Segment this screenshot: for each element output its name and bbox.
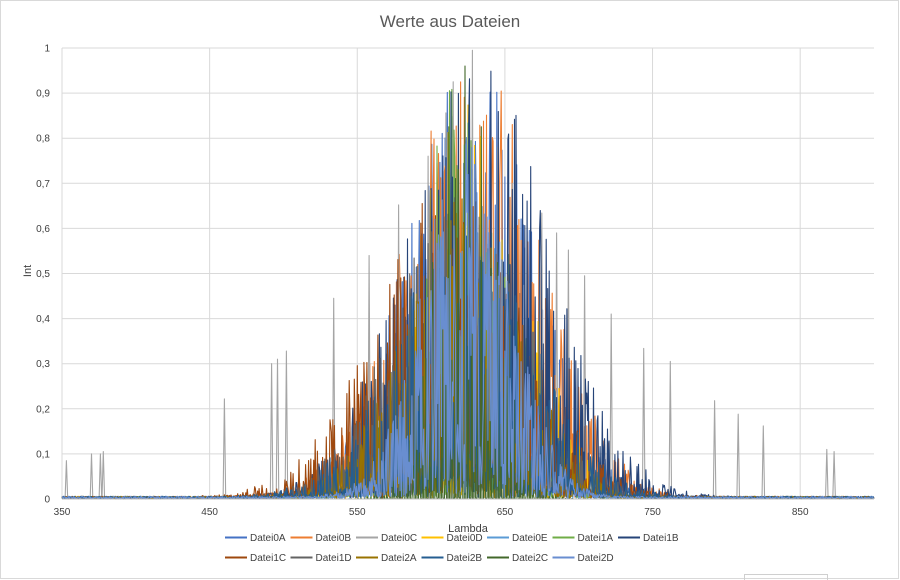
- y-tick-label: 0,3: [36, 359, 50, 370]
- legend-label: Datei2A: [381, 553, 417, 564]
- x-tick-label: 850: [792, 507, 809, 518]
- grid: [61, 47, 874, 499]
- series-Datei0C: [62, 49, 874, 500]
- y-tick-label: 0,9: [36, 89, 50, 100]
- legend-label: Datei2C: [512, 553, 548, 564]
- x-tick-labels: 350 450 550 650 750 850: [54, 507, 809, 518]
- series-group: [61, 49, 875, 500]
- legend-label: Datei0E: [512, 533, 548, 544]
- y-tick-label: 0,2: [36, 404, 50, 415]
- legend-label: Datei1B: [643, 533, 679, 544]
- y-tick-label: 0,7: [36, 179, 50, 190]
- y-tick-label: 0,1: [36, 449, 50, 460]
- legend-label: Datei0C: [381, 533, 417, 544]
- legend-item-Datei1D: Datei1D: [290, 553, 352, 564]
- x-tick-label: 550: [349, 507, 366, 518]
- legend-item-Datei1A: Datei1A: [552, 533, 614, 544]
- legend-item-Datei0A: Datei0A: [225, 533, 286, 544]
- legend-item-Datei2B: Datei2B: [421, 553, 483, 564]
- legend-label: Datei2B: [447, 553, 483, 564]
- chart-title: Werte aus Dateien: [380, 12, 520, 31]
- legend-label: Datei0A: [250, 533, 286, 544]
- x-tick-label: 350: [54, 507, 71, 518]
- y-tick-label: 0,5: [36, 269, 50, 280]
- legend-item-Datei2C: Datei2C: [487, 553, 548, 564]
- legend-item-Datei0E: Datei0E: [487, 533, 548, 544]
- legend-item-Datei1B: Datei1B: [618, 533, 679, 544]
- x-tick-label: 650: [497, 507, 514, 518]
- legend-label: Datei1C: [250, 553, 286, 564]
- series-Datei2D: [61, 137, 875, 500]
- x-tick-label: 450: [201, 507, 218, 518]
- legend-item-Datei0C: Datei0C: [356, 533, 417, 544]
- legend-item-Datei1C: Datei1C: [225, 553, 286, 564]
- y-tick-label: 0: [44, 495, 50, 506]
- legend-label: Datei1D: [316, 553, 352, 564]
- series-line-Datei2D: [61, 137, 875, 500]
- legend-item-Datei0B: Datei0B: [290, 533, 352, 544]
- y-tick-label: 0,4: [36, 314, 50, 325]
- legend: Datei0A Datei0B Datei0C Datei0D Datei0E Datei…: [225, 533, 679, 564]
- series-line-Datei0C: [62, 49, 874, 500]
- legend-label: Datei0D: [447, 533, 483, 544]
- y-tick-label: 1: [44, 44, 50, 55]
- resize-handle-box: [744, 574, 828, 580]
- legend-label: Datei1A: [578, 533, 614, 544]
- legend-label: Datei0B: [316, 533, 352, 544]
- y-tick-label: 0,6: [36, 224, 50, 235]
- legend-item-Datei0D: Datei0D: [421, 533, 483, 544]
- y-axis-label: Int: [22, 265, 34, 277]
- legend-item-Datei2D: Datei2D: [552, 553, 614, 564]
- y-tick-labels: 0 0,1 0,2 0,3 0,4 0,5 0,6 0,7 0,8 0,9 1: [36, 44, 50, 506]
- y-tick-label: 0,8: [36, 134, 50, 145]
- legend-label: Datei2D: [578, 553, 614, 564]
- x-axis-label: Lambda: [448, 523, 489, 535]
- legend-item-Datei2A: Datei2A: [356, 553, 417, 564]
- x-tick-label: 750: [644, 507, 661, 518]
